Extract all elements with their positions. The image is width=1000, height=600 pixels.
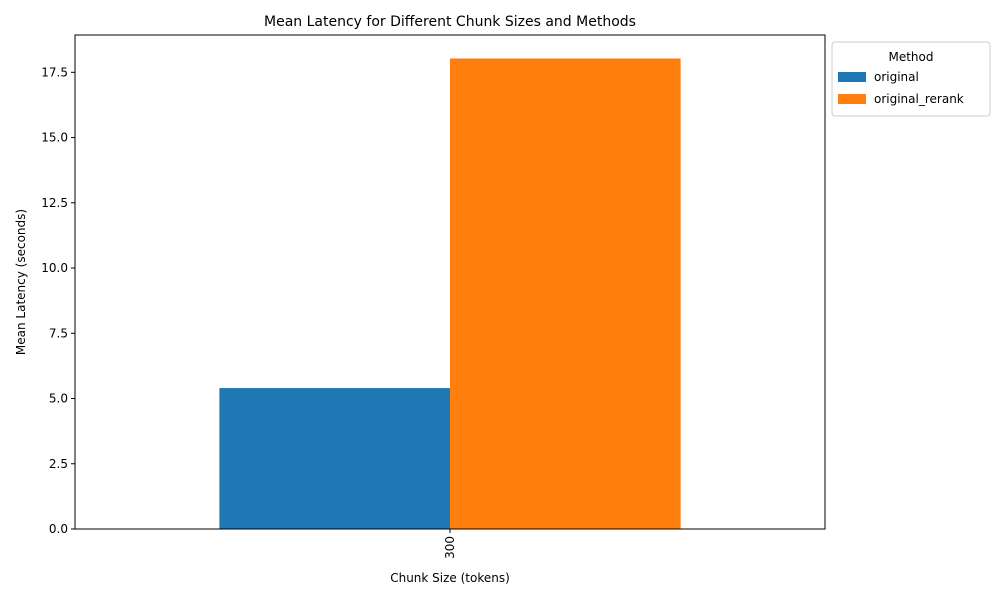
bars — [219, 58, 681, 529]
y-axis-title: Mean Latency (seconds) — [14, 209, 28, 355]
y-tick-label: 17.5 — [41, 65, 68, 79]
y-tick-label: 15.0 — [41, 131, 68, 145]
x-axis: 300 — [443, 529, 457, 559]
bar-original — [219, 388, 450, 529]
legend-swatch-original — [838, 72, 866, 82]
y-tick-label: 5.0 — [49, 392, 68, 406]
legend-title: Method — [888, 50, 933, 64]
x-tick-label: 300 — [443, 536, 457, 559]
y-tick-label: 2.5 — [49, 457, 68, 471]
y-tick-label: 0.0 — [49, 522, 68, 536]
y-tick-label: 10.0 — [41, 261, 68, 275]
y-tick-label: 7.5 — [49, 326, 68, 340]
legend-frame — [831, 41, 991, 117]
legend-swatch-original-rerank — [838, 94, 866, 104]
bar-original-rerank — [450, 58, 681, 529]
legend: Method original original_rerank — [831, 41, 991, 117]
legend-label-original-rerank: original_rerank — [874, 92, 964, 106]
y-tick-label: 12.5 — [41, 196, 68, 210]
y-axis: 0.0 2.5 5.0 7.5 10.0 12.5 15.0 17.5 — [41, 65, 75, 536]
chart-title: Mean Latency for Different Chunk Sizes a… — [264, 14, 636, 30]
legend-label-original: original — [874, 70, 919, 84]
x-axis-title: Chunk Size (tokens) — [390, 571, 510, 585]
